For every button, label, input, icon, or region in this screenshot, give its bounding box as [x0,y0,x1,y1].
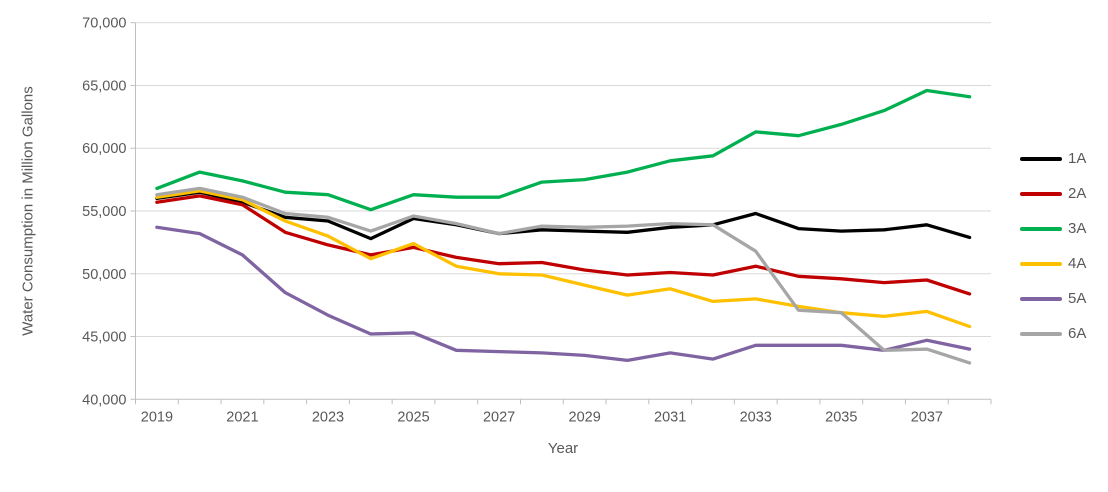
legend-item-5A: 5A [1020,281,1086,316]
legend-label-3A: 3A [1068,220,1087,237]
y-tick-label: 40,000 [82,392,126,408]
x-tick-label: 2021 [226,409,258,425]
series-line-6A [155,186,972,365]
legend-item-4A: 4A [1020,246,1086,281]
legend-label-2A: 2A [1068,185,1087,202]
x-tick-label: 2037 [911,409,943,425]
x-tick-label: 2035 [825,409,857,425]
y-tick-label: 50,000 [82,267,126,283]
legend-swatch-1A [1020,156,1062,161]
legend: 1A 2A 3A 4A 5A 6A [1020,141,1086,351]
x-tick-label: 2033 [740,409,772,425]
legend-label-6A: 6A [1068,325,1087,342]
legend-item-6A: 6A [1020,316,1086,351]
x-tick-label: 2029 [569,409,601,425]
series-line-2A [155,194,972,296]
legend-item-2A: 2A [1020,176,1086,211]
legend-swatch-4A [1020,261,1062,266]
x-tick-label: 2031 [654,409,686,425]
legend-label-5A: 5A [1068,290,1087,307]
series-line-3A [155,88,972,212]
y-tick-label: 70,000 [82,16,126,32]
series-line-5A [155,225,972,363]
series-line-1A [155,190,972,241]
x-axis-title: Year [547,440,579,457]
x-tick-label: 2027 [483,409,515,425]
y-tick-label: 55,000 [82,204,126,220]
legend-item-1A: 1A [1020,141,1086,176]
y-tick-label: 45,000 [82,330,126,346]
y-tick-label: 60,000 [82,141,126,157]
legend-swatch-3A [1020,226,1062,231]
x-tick-label: 2025 [397,409,429,425]
y-tick-label: 65,000 [82,78,126,94]
legend-label-4A: 4A [1068,255,1087,272]
legend-swatch-2A [1020,191,1062,196]
legend-swatch-6A [1020,331,1062,336]
legend-item-3A: 3A [1020,211,1086,246]
legend-swatch-5A [1020,296,1062,301]
x-tick-label: 2023 [312,409,344,425]
legend-label-1A: 1A [1068,150,1087,167]
y-axis-title: Water Consumption in Million Gallons [19,86,37,336]
x-tick-label: 2019 [141,409,173,425]
